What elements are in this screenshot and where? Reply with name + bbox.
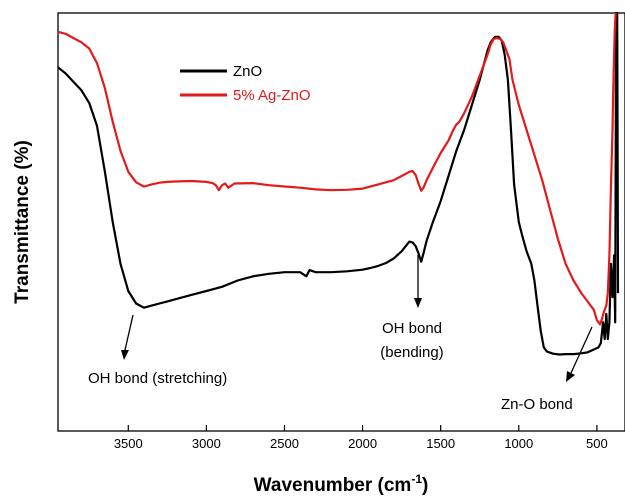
annotation-label-zn-o: Zn-O bond [501, 396, 573, 413]
arrowhead-icon [414, 298, 422, 308]
annotations: OH bond (stretching) OH bond (bending) Z… [88, 255, 593, 413]
arrowhead-icon [566, 371, 575, 382]
x-tick-label: 500 [586, 436, 608, 451]
arrowhead-icon [121, 350, 129, 360]
y-axis-title: Transmittance (%) [12, 140, 33, 304]
x-tick-label: 3000 [192, 436, 221, 451]
plot-frame [57, 12, 625, 432]
x-tick-label: 3500 [114, 436, 143, 451]
annotation-label-oh-stretching: OH bond (stretching) [88, 370, 227, 387]
annotation-zn-o: Zn-O bond [501, 326, 593, 413]
x-tick-label: 1500 [426, 436, 455, 451]
annotation-label-oh-bond: OH bond [382, 320, 442, 337]
legend: ZnO 5% Ag-ZnO [180, 63, 311, 104]
legend-label-ag-zno: 5% Ag-ZnO [233, 87, 311, 104]
annotation-oh-stretching: OH bond (stretching) [88, 314, 227, 387]
x-tick-label: 1000 [504, 436, 533, 451]
series-line-ag-zno [57, 12, 617, 326]
x-axis-title: Wavenumber (cm-1) [254, 472, 429, 496]
x-tick-label: 2000 [348, 436, 377, 451]
annotation-arrow-oh-stretching [124, 314, 134, 351]
series-line-zno [57, 11, 620, 356]
x-tick-label: 2500 [270, 436, 299, 451]
x-axis-ticks: 3500 3000 2500 2000 1500 1000 500 [114, 425, 608, 451]
series-layer [57, 11, 620, 356]
legend-label-zno: ZnO [233, 63, 262, 80]
annotation-arrow-zn-o [570, 326, 593, 374]
annotation-oh-bending: OH bond (bending) [380, 255, 444, 361]
annotation-label-bending: (bending) [380, 344, 443, 361]
